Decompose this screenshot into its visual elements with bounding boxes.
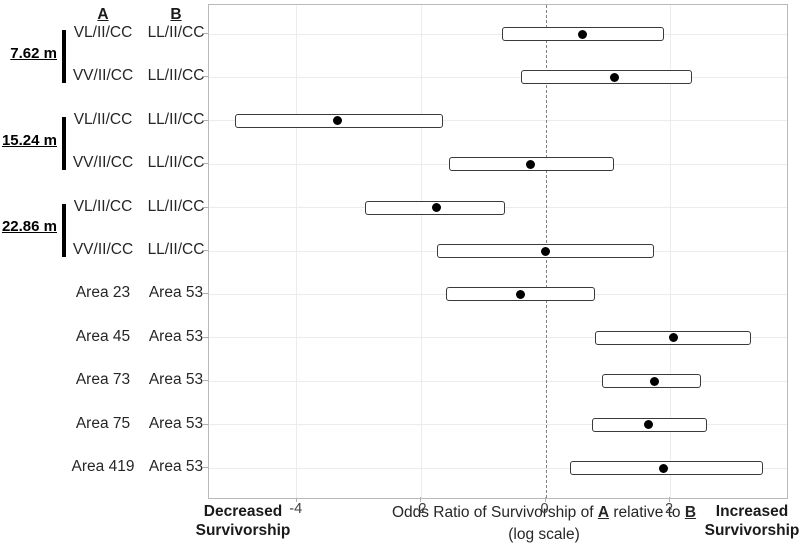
y-axis-tick [202, 250, 208, 251]
point-estimate-dot [332, 116, 342, 126]
horizontal-gridline [209, 120, 787, 122]
y-axis-tick [202, 336, 208, 338]
point-estimate-dot [609, 72, 619, 82]
y-axis-tick [202, 423, 208, 425]
row-label-b: LL/II/CC [147, 110, 205, 128]
vertical-gridline [296, 5, 298, 498]
row-label-b: LL/II/CC [147, 154, 205, 172]
horizontal-gridline [209, 33, 787, 35]
group-bracket [62, 30, 66, 84]
x-axis-subtitle: (log scale) [508, 526, 580, 543]
y-axis-tick [202, 33, 208, 34]
point-estimate-dot [643, 420, 653, 430]
x-axis-tick [544, 497, 546, 502]
x-axis-tick [295, 497, 297, 502]
row-label-b: LL/II/CC [147, 24, 205, 41]
point-estimate-dot [516, 289, 526, 299]
row-label-b: Area 53 [148, 414, 204, 432]
row-label-a: VV/II/CC [72, 67, 134, 85]
row-label-b: LL/II/CC [147, 67, 205, 85]
vertical-gridline [420, 5, 422, 498]
y-axis-tick [202, 76, 208, 78]
row-label-b: Area 53 [148, 458, 204, 475]
row-label-a: VL/II/CC [73, 24, 133, 41]
y-axis-tick [202, 293, 208, 295]
point-estimate-dot [541, 246, 551, 256]
point-estimate-dot [649, 376, 659, 386]
y-axis-tick [202, 380, 208, 382]
point-estimate-dot [525, 159, 535, 169]
x-axis-title: Odds Ratio of Survivorship of A relative… [391, 504, 697, 521]
y-axis-tick [202, 467, 208, 468]
row-label-a: Area 75 [75, 414, 131, 432]
horizontal-gridline [209, 337, 787, 339]
horizontal-gridline [209, 76, 787, 78]
row-label-b: LL/II/CC [147, 241, 205, 258]
row-label-b: LL/II/CC [147, 197, 205, 215]
row-label-b: Area 53 [148, 371, 204, 389]
decreased-survivorship-label: Decreased Survivorship [195, 503, 291, 539]
x-axis-tick [420, 497, 422, 502]
row-label-a: Area 23 [75, 284, 131, 302]
horizontal-gridline [209, 380, 787, 382]
horizontal-gridline [209, 424, 787, 426]
point-estimate-dot [668, 333, 678, 343]
x-axis-tick-label: 2 [664, 501, 674, 517]
plot-area [208, 4, 788, 499]
x-axis-tick-label: -2 [413, 501, 427, 517]
row-label-a: VV/II/CC [72, 154, 134, 172]
confidence-interval-box [520, 70, 692, 85]
group-label: 7.62 m [10, 44, 57, 62]
row-label-a: Area 419 [71, 458, 135, 475]
column-header-a: A [97, 6, 109, 23]
point-estimate-dot [432, 203, 442, 213]
y-axis-tick [202, 206, 208, 208]
row-label-b: Area 53 [148, 327, 204, 345]
row-label-a: VL/II/CC [73, 197, 133, 215]
x-axis-tick [669, 497, 671, 502]
group-bracket [62, 203, 66, 257]
row-label-a: Area 45 [75, 327, 131, 345]
x-axis-tick-label: 0 [540, 501, 549, 517]
horizontal-gridline [209, 467, 787, 469]
row-label-a: VV/II/CC [72, 241, 134, 258]
group-bracket [62, 116, 66, 171]
point-estimate-dot [578, 29, 588, 39]
row-label-b: Area 53 [148, 284, 204, 302]
y-axis-tick [202, 119, 208, 121]
increased-survivorship-label: Increased Survivorship [704, 503, 800, 539]
row-label-a: Area 73 [75, 371, 131, 389]
row-label-a: VL/II/CC [73, 110, 133, 128]
point-estimate-dot [659, 463, 669, 473]
x-axis-tick-label: -4 [289, 501, 303, 517]
y-axis-tick [202, 163, 208, 165]
group-label: 22.86 m [1, 218, 57, 236]
vertical-gridline [669, 5, 671, 498]
column-header-b: B [170, 6, 182, 23]
group-label: 15.24 m [1, 131, 57, 149]
